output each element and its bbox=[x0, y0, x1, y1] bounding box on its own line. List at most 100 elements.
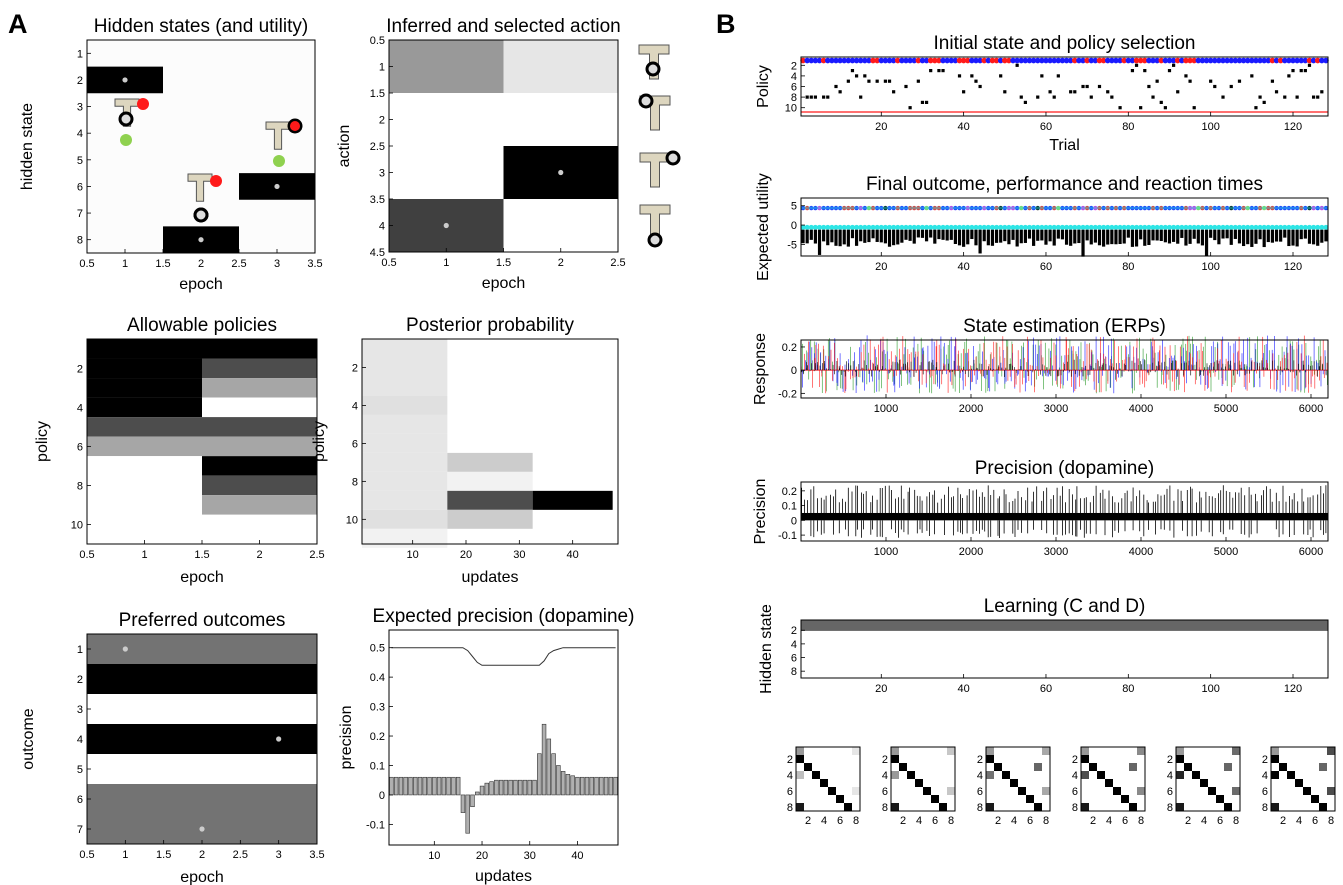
x-tick-label: 100 bbox=[1201, 121, 1219, 133]
posterior-cell bbox=[447, 471, 533, 491]
reaction-bar bbox=[1069, 229, 1073, 246]
reaction-bar bbox=[1283, 229, 1287, 238]
y-tick-label: 0.2 bbox=[782, 486, 797, 498]
trial-dot bbox=[1319, 57, 1325, 64]
reaction-bar bbox=[1303, 229, 1307, 239]
policy-mark bbox=[838, 90, 842, 94]
reaction-bar bbox=[1311, 229, 1316, 245]
performance-dot bbox=[969, 224, 975, 230]
trial-dot bbox=[1154, 57, 1160, 64]
trial-dot bbox=[964, 57, 971, 64]
policy-cell bbox=[202, 436, 317, 457]
performance-dot bbox=[1039, 224, 1045, 230]
phasic-trace bbox=[801, 485, 1327, 538]
policy-mark bbox=[1110, 95, 1114, 99]
y-tick-label: 2 bbox=[352, 362, 358, 374]
transition-cell bbox=[1311, 795, 1319, 803]
policy-mark bbox=[1320, 90, 1324, 94]
reaction-bar bbox=[1184, 229, 1188, 246]
x-tick-label: 3.5 bbox=[309, 849, 324, 861]
outcome-marker bbox=[199, 826, 205, 832]
policy-cell bbox=[202, 417, 317, 437]
y-tick-label: 6 bbox=[1262, 786, 1268, 798]
trial-dot bbox=[824, 57, 831, 64]
trial-dot bbox=[866, 57, 872, 64]
y-tick-label: 4 bbox=[1262, 770, 1268, 782]
performance-dot bbox=[808, 224, 814, 230]
trial-dot bbox=[890, 57, 897, 64]
trial-dot bbox=[1002, 57, 1008, 64]
transition-frame bbox=[1175, 746, 1241, 812]
transition-cell bbox=[1271, 803, 1279, 811]
performance-dot bbox=[1154, 224, 1160, 230]
x-tick-label: 30 bbox=[513, 549, 525, 561]
trial-dot bbox=[1006, 57, 1012, 64]
x-tick-label: 2 bbox=[198, 258, 204, 270]
x-tick-label: 1.5 bbox=[194, 549, 209, 561]
posterior-cell bbox=[362, 414, 448, 434]
performance-dot bbox=[965, 224, 971, 230]
trial-dot bbox=[1265, 57, 1272, 64]
cue-marker-green bbox=[273, 155, 285, 167]
trial-dot bbox=[870, 57, 876, 64]
trial-dot bbox=[882, 57, 889, 64]
x-tick-label: 4 bbox=[916, 815, 922, 827]
precision-bar bbox=[494, 779, 499, 796]
trial-dot bbox=[1232, 57, 1239, 64]
policy-mark bbox=[1097, 84, 1102, 89]
reaction-bar bbox=[838, 229, 842, 247]
tonic-band bbox=[801, 512, 1328, 521]
trial-dot bbox=[1269, 57, 1276, 64]
y-tick-label: 8 bbox=[77, 235, 83, 247]
reaction-bar bbox=[937, 229, 941, 240]
performance-dot bbox=[1055, 224, 1061, 230]
cue-marker-red bbox=[137, 98, 149, 110]
posterior-cell bbox=[447, 490, 533, 510]
y-tick-label: 6 bbox=[1072, 786, 1078, 798]
x-tick-label: 2 bbox=[558, 257, 564, 269]
reaction-bar bbox=[974, 229, 978, 246]
performance-dot bbox=[1158, 224, 1164, 230]
y-tick-label: 6 bbox=[977, 786, 983, 798]
action-cell bbox=[503, 40, 618, 93]
policy-mark bbox=[1254, 106, 1258, 110]
trial-dot bbox=[1018, 57, 1025, 64]
precision-bar bbox=[408, 776, 413, 796]
precision-bar bbox=[517, 779, 523, 796]
performance-dot bbox=[837, 224, 843, 230]
trial-dot bbox=[1125, 57, 1132, 64]
performance-dot bbox=[1051, 224, 1057, 230]
x-tick-label: 4 bbox=[1106, 815, 1112, 827]
performance-dot bbox=[1121, 224, 1127, 230]
reaction-bar bbox=[846, 229, 850, 247]
transition-cell bbox=[796, 771, 804, 779]
trial-dot bbox=[915, 57, 922, 64]
reaction-bar bbox=[1196, 229, 1200, 244]
transition-cell bbox=[1042, 787, 1050, 795]
reaction-bar bbox=[1192, 229, 1196, 239]
y-tick-label: 6 bbox=[791, 82, 797, 94]
reaction-bar bbox=[892, 229, 896, 246]
reaction-bar bbox=[904, 229, 908, 240]
performance-dot bbox=[989, 224, 995, 230]
trial-dot bbox=[977, 57, 983, 64]
transition-cell bbox=[931, 795, 939, 803]
trial-dot bbox=[956, 57, 963, 64]
transition-cell bbox=[1129, 763, 1137, 771]
reaction-bar bbox=[887, 229, 892, 247]
x-tick-label: 20 bbox=[875, 121, 887, 133]
transition-cell bbox=[1081, 755, 1089, 763]
x-tick-label: 30 bbox=[524, 850, 536, 862]
performance-dot bbox=[1175, 224, 1181, 230]
reaction-bar bbox=[1118, 229, 1122, 245]
performance-dot bbox=[1278, 224, 1284, 230]
policy-mark bbox=[974, 79, 978, 83]
transition-cell bbox=[1089, 763, 1097, 771]
precision-bar bbox=[513, 779, 518, 796]
performance-dot bbox=[1125, 224, 1131, 230]
reaction-bar bbox=[1143, 229, 1147, 246]
performance-dot bbox=[1187, 224, 1193, 230]
posterior-cell bbox=[362, 376, 448, 396]
x-tick-label: 8 bbox=[1233, 815, 1239, 827]
trial-dot bbox=[1323, 57, 1329, 64]
